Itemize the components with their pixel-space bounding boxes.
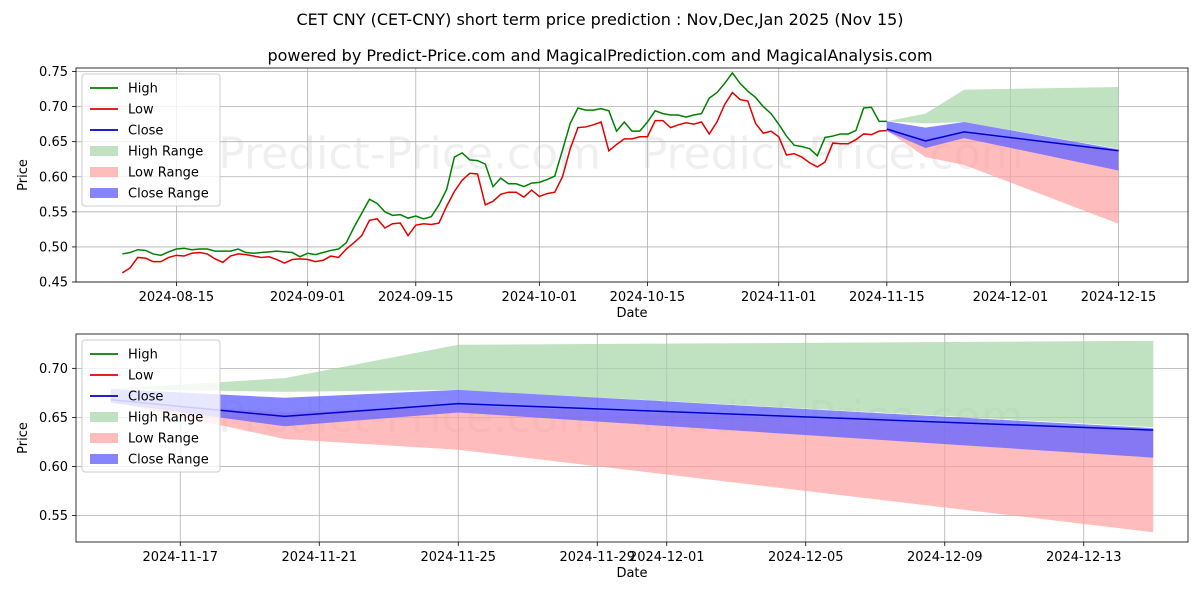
legend-label: High Range [128,145,203,160]
close-range-band [110,388,1154,458]
legend-swatch-low-range [90,167,118,177]
y-tick-label: 0.65 [39,411,68,426]
y-tick-label: 0.50 [39,240,68,255]
x-tick-label: 2024-11-17 [142,550,218,565]
x-tick-label: 2024-11-15 [849,290,925,305]
y-tick-label: 0.55 [39,205,68,220]
axes-frame [75,333,1189,543]
panel-1: Predict-Price.com Predict-Price.com2024-0… [16,65,1189,321]
close-range-band [886,121,1119,171]
plot-area [121,71,1119,274]
y-axis-label: Price [16,422,31,454]
legend-label: Close Range [128,453,209,468]
y-tick-label: 0.45 [39,276,68,291]
x-tick-label: 2024-11-21 [281,550,357,565]
legend-label: High [128,82,158,97]
x-tick-label: 2024-12-05 [768,550,844,565]
legend-swatch-high-range [90,412,118,422]
legend-label: High [128,348,158,363]
y-tick-label: 0.60 [39,170,68,185]
x-axis-label: Date [616,566,647,581]
legend-swatch-close-range [90,454,118,464]
x-axis-label: Date [616,306,647,321]
panel-2: Predict-Price.comPredict-Price.com2024-1… [16,333,1189,581]
y-axis-label: Price [16,159,31,191]
legend-label: Close Range [128,187,209,202]
y-tick-label: 0.70 [39,362,68,377]
legend-label: Low [128,103,154,118]
x-tick-label: 2024-11-25 [420,550,496,565]
close-series-line [886,128,1119,152]
plot-area [110,340,1154,533]
y-tick-label: 0.75 [39,65,68,80]
legend-swatch-low-range [90,433,118,443]
axes-frame [75,67,1189,283]
legend-swatch-high-range [90,146,118,156]
x-tick-label: 2024-10-15 [610,290,686,305]
y-tick-label: 0.70 [39,100,68,115]
y-tick-label: 0.55 [39,509,68,524]
legend-label: Close [128,124,163,139]
x-tick-label: 2024-09-01 [270,290,346,305]
high-series-line [122,71,887,258]
watermark-text: Predict-Price.com [218,129,601,180]
low-series-line [121,91,887,274]
x-tick-label: 2024-10-01 [502,290,578,305]
legend: High Low Close High Range Low Range Close Ran… [81,73,221,207]
y-tick-label: 0.60 [39,460,68,475]
legend-label: Low [128,369,154,384]
chart-title: CET CNY (CET-CNY) short term price predi… [296,10,904,29]
legend-label: Low Range [128,166,199,181]
legend-label: Low Range [128,432,199,447]
x-tick-label: 2024-08-15 [139,290,215,305]
chart-subtitle: powered by Predict-Price.com and Magical… [267,46,933,65]
legend-label: High Range [128,411,203,426]
y-tick-label: 0.65 [39,135,68,150]
legend-label: Close [128,390,163,405]
high-range-band [110,340,1154,428]
legend: High Low Close High Range Low Range Close Ran… [81,339,221,473]
x-tick-label: 2024-12-13 [1046,550,1122,565]
legend-swatch-close-range [90,188,118,198]
x-tick-label: 2024-12-09 [907,550,983,565]
x-tick-label: 2024-12-15 [1081,290,1157,305]
x-tick-label: 2024-11-29 [559,550,635,565]
x-tick-label: 2024-12-01 [629,550,705,565]
x-tick-label: 2024-11-01 [741,290,817,305]
x-tick-label: 2024-09-15 [378,290,454,305]
high-range-band [886,86,1119,149]
x-tick-label: 2024-12-01 [973,290,1049,305]
